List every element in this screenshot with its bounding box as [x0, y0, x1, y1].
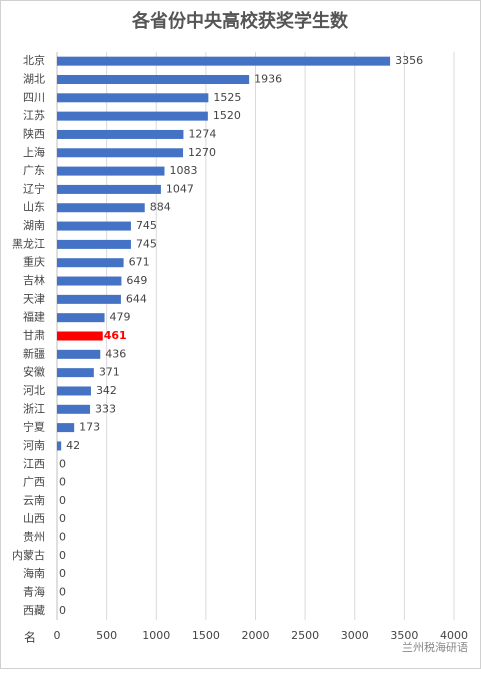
value-label: 1274	[188, 127, 216, 140]
bar	[57, 74, 250, 84]
bar	[57, 423, 75, 433]
value-label: 3356	[395, 54, 423, 67]
y-tick-label: 内蒙古	[12, 548, 45, 562]
y-tick-label: 江苏	[23, 109, 45, 122]
bar	[57, 221, 131, 231]
bar	[57, 404, 91, 414]
bar	[57, 148, 184, 158]
x-tick-label: 2500	[291, 629, 319, 642]
value-label: 644	[126, 292, 147, 305]
value-label: 173	[79, 421, 100, 434]
bar	[57, 93, 209, 103]
bar	[57, 276, 122, 286]
value-label: 371	[99, 366, 120, 379]
value-label: 1520	[213, 109, 241, 122]
bar	[57, 129, 184, 139]
bar	[57, 239, 131, 249]
y-tick-label: 西藏	[23, 604, 45, 617]
value-label: 342	[96, 384, 117, 397]
bar	[57, 166, 165, 176]
y-tick-label: 广东	[23, 164, 45, 177]
y-tick-label: 天津	[23, 292, 45, 305]
unit-label: 名	[24, 630, 36, 645]
bar	[57, 313, 105, 323]
y-tick-label: 山东	[23, 201, 45, 214]
y-tick-label: 河南	[23, 439, 45, 452]
value-label: 1047	[166, 182, 194, 195]
y-tick-label: 新疆	[23, 346, 45, 360]
value-label: 0	[59, 604, 66, 617]
value-label: 671	[129, 256, 150, 269]
value-label: 0	[59, 457, 66, 470]
x-tick-label: 3500	[390, 629, 418, 642]
y-tick-label: 广西	[23, 476, 45, 489]
y-tick-label: 浙江	[23, 402, 45, 415]
value-label: 745	[136, 219, 157, 232]
y-tick-label: 湖南	[23, 219, 45, 232]
y-tick-label: 宁夏	[23, 420, 45, 434]
value-label: 649	[126, 274, 147, 287]
watermark: 兰州税海研语	[402, 640, 468, 654]
bar	[57, 294, 121, 304]
y-tick-label: 吉林	[23, 273, 45, 287]
value-label: 333	[95, 402, 116, 415]
bar	[57, 441, 62, 451]
y-tick-label: 四川	[23, 91, 45, 104]
y-tick-label: 河北	[23, 384, 45, 397]
value-label: 0	[59, 549, 66, 562]
x-tick-label: 2000	[242, 629, 270, 642]
y-tick-label: 安徽	[23, 365, 45, 379]
y-tick-label: 甘肃	[23, 329, 45, 342]
y-tick-label: 辽宁	[23, 181, 45, 195]
bar	[57, 349, 101, 359]
value-label: 0	[59, 586, 66, 599]
bar	[57, 56, 391, 66]
y-tick-label: 贵州	[23, 531, 45, 544]
x-tick-label: 0	[54, 629, 61, 642]
value-label: 479	[110, 311, 131, 324]
x-tick-label: 1000	[142, 629, 170, 642]
bar	[57, 111, 208, 121]
value-label: 0	[59, 476, 66, 489]
value-label: 0	[59, 531, 66, 544]
value-label: 884	[150, 201, 171, 214]
x-tick-label: 3000	[341, 629, 369, 642]
y-tick-label: 江西	[23, 457, 45, 470]
bar	[57, 386, 91, 396]
y-tick-label: 陕西	[23, 126, 45, 140]
bar	[57, 331, 103, 341]
y-tick-label: 福建	[23, 310, 45, 324]
chart-title: 各省份中央高校获奖学生数	[131, 10, 349, 32]
y-tick-label: 山西	[23, 512, 45, 525]
value-label: 42	[66, 439, 80, 452]
value-label: 1083	[169, 164, 197, 177]
x-tick-label: 1500	[192, 629, 220, 642]
y-tick-label: 北京	[23, 53, 45, 67]
y-tick-label: 海南	[23, 566, 45, 580]
bar	[57, 368, 94, 378]
value-label: 1525	[213, 91, 241, 104]
bar	[57, 258, 124, 268]
y-tick-label: 重庆	[23, 255, 45, 269]
value-label: 436	[105, 347, 126, 360]
value-label: 0	[59, 494, 66, 507]
value-label: 461	[104, 329, 127, 342]
value-label: 1270	[188, 146, 216, 159]
value-label: 0	[59, 512, 66, 525]
value-label: 745	[136, 237, 157, 250]
y-tick-label: 云南	[23, 494, 45, 507]
x-tick-label: 500	[96, 629, 117, 642]
x-tick-label: 4000	[440, 629, 468, 642]
y-tick-label: 黑龙江	[12, 237, 45, 250]
y-tick-label: 青海	[23, 585, 45, 599]
y-tick-label: 上海	[23, 145, 45, 159]
value-label: 1936	[254, 72, 282, 85]
bar	[57, 184, 161, 194]
value-label: 0	[59, 567, 66, 580]
y-tick-label: 湖北	[23, 72, 45, 85]
bar	[57, 203, 145, 213]
